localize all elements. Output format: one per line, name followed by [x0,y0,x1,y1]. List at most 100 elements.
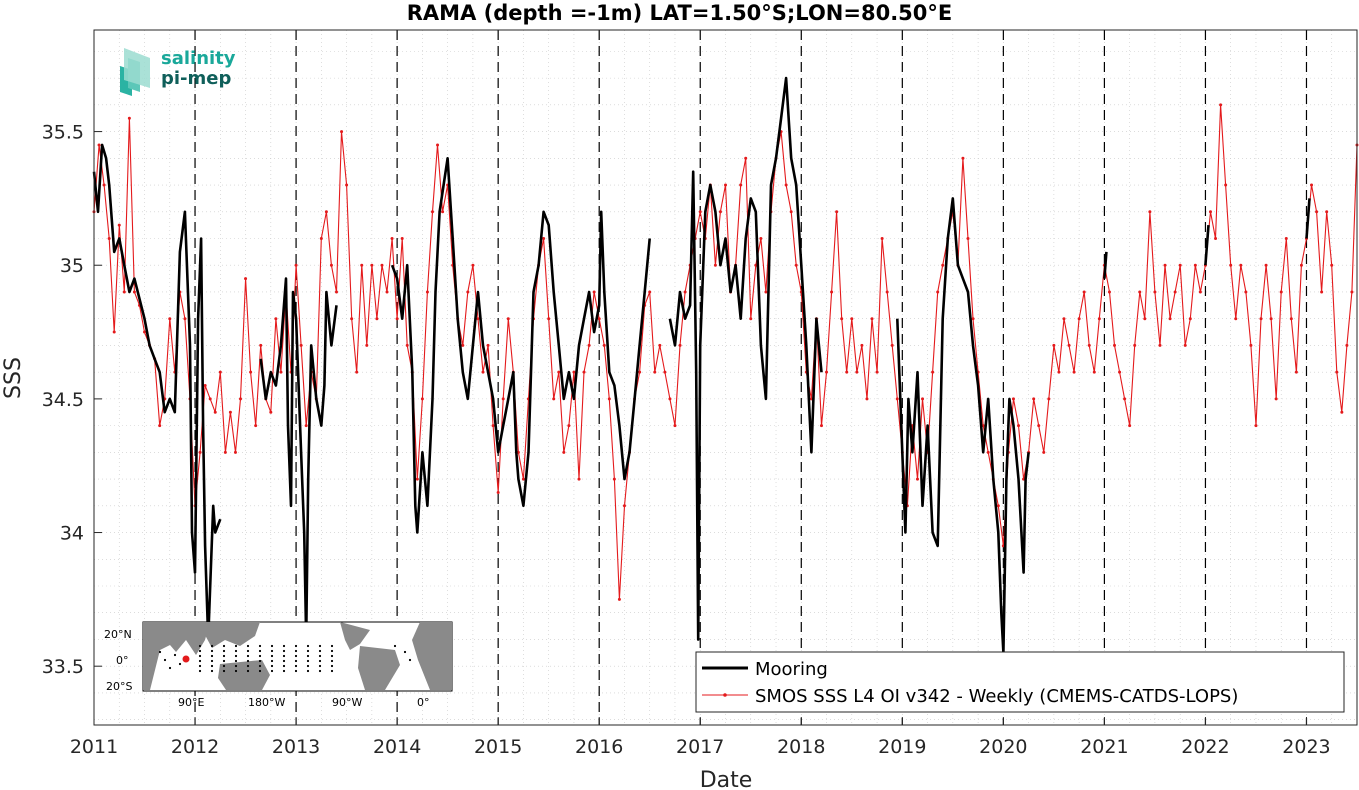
buoy-marker [282,659,286,663]
smos-point [1330,263,1334,267]
smos-point [380,263,384,267]
buoy-marker [294,644,298,648]
x-tick-label: 2020 [979,736,1027,758]
buoy-marker [318,664,322,668]
smos-point [1153,290,1157,294]
smos-point [1017,424,1021,428]
asia-landmass [190,622,260,648]
buoy-marker [163,658,167,662]
buoy-marker [246,659,250,663]
buoy-marker [222,669,226,673]
y-tick-label: 34 [60,523,84,545]
x-tick-label: 2014 [373,736,421,758]
smos-point [739,183,743,187]
buoy-marker [294,654,298,658]
buoy-marker [330,669,334,673]
buoy-marker [282,654,286,658]
map-lat-label-20n: 20°N [104,628,132,641]
smos-point [1345,343,1349,347]
legend-smos-marker [723,693,727,697]
buoy-marker [234,649,238,653]
buoy-marker [258,659,262,663]
smos-point [117,223,121,227]
mooring-segment [390,157,651,534]
smos-point [1259,317,1263,321]
map-lon-label-90e: 90°E [178,696,204,709]
smos-point [1173,290,1177,294]
smos-point [996,504,1000,508]
map-lat-label-20s: 20°S [106,680,132,693]
smos-point [269,410,273,414]
smos-point [183,317,187,321]
buoy-marker [270,659,274,663]
smos-point [390,237,394,240]
buoy-marker [294,649,298,653]
smos-point [855,370,859,374]
buoy-marker [246,664,250,668]
x-tick-label: 2019 [878,736,926,758]
y-axis-label: SSS [1,357,26,399]
y-tick-label: 35.5 [42,122,84,144]
smos-point [365,343,369,347]
buoy-marker [408,658,412,662]
x-tick-label: 2023 [1282,736,1330,758]
smos-point [577,477,581,481]
smos-point [1234,317,1238,321]
smos-point [218,370,222,374]
smos-point [1284,237,1288,240]
buoy-marker [246,644,250,648]
smos-point [340,130,344,134]
smos-point [1123,397,1127,401]
smos-point [587,343,591,347]
smos-point [921,397,925,401]
smos-point [653,370,657,374]
smos-point [1274,397,1278,401]
smos-point [1138,290,1142,294]
smos-point [350,317,354,321]
smos-point [668,397,672,401]
smos-point [481,370,485,374]
y-tick-labels: 33.5 34 34.5 35 35.5 [42,122,102,678]
smos-point [496,490,500,494]
smos-point [1062,317,1066,321]
smos-point [1052,343,1056,347]
smos-point [107,237,111,240]
buoy-marker [330,664,334,668]
smos-point [1325,210,1329,214]
smos-point [1249,343,1253,347]
buoy-marker [306,664,310,668]
smos-point [612,477,616,481]
smos-point [718,210,722,214]
smos-point [1350,290,1354,294]
x-tick-label: 2018 [777,736,825,758]
buoy-marker [294,669,298,673]
buoy-marker [270,649,274,653]
smos-point [1198,290,1202,294]
smos-point [1219,103,1223,107]
smos-point [102,183,106,187]
buoy-marker [270,669,274,673]
buoy-marker [210,649,214,653]
smos-point [870,317,874,321]
buoy-marker [222,659,226,663]
west-africa-landmass [412,622,452,690]
x-tick-label: 2016 [575,736,623,758]
buoy-marker [210,659,214,663]
smos-point [208,397,212,401]
smos-series [92,103,1359,601]
smos-point [602,343,606,347]
smos-point [249,370,253,374]
legend: Mooring SMOS SSS L4 OI v342 - Weekly (CM… [695,651,1345,713]
smos-point [1183,343,1187,347]
smos-point [1042,450,1046,454]
map-lon-label-90w: 90°W [332,696,362,709]
buoy-marker [306,659,310,663]
smos-point [617,597,621,601]
buoy-marker [246,669,250,673]
smos-point [501,397,505,401]
buoy-marker [282,649,286,653]
smos-point [294,263,298,267]
smos-point [840,317,844,321]
smos-point [582,370,586,374]
